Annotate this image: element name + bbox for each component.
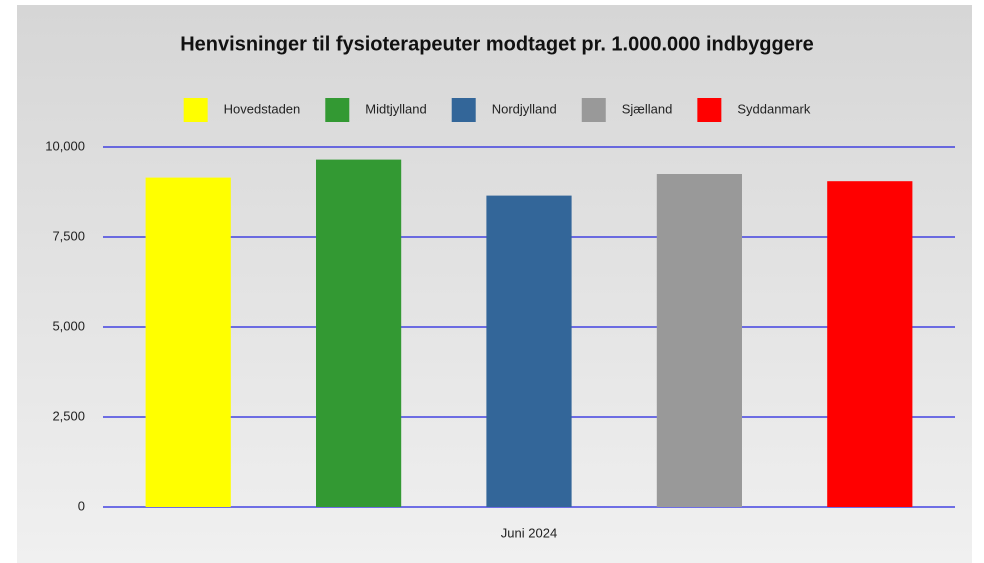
bar (827, 181, 913, 507)
chart-title: Henvisninger til fysioterapeuter modtage… (180, 33, 814, 55)
legend-label: Midtjylland (365, 101, 426, 116)
legend-label: Hovedstaden (224, 101, 301, 116)
y-tick-label: 0 (78, 498, 85, 513)
legend-label: Syddanmark (737, 101, 810, 116)
legend-swatch (581, 98, 606, 122)
bar (656, 174, 742, 507)
bar (316, 159, 402, 507)
x-tick-label: Juni 2024 (501, 525, 557, 540)
legend-label: Nordjylland (492, 101, 557, 116)
legend-swatch (325, 98, 350, 122)
y-tick-label: 7,500 (52, 228, 85, 243)
bar (145, 177, 231, 507)
legend-label: Sjælland (622, 101, 673, 116)
legend-swatch (697, 98, 722, 122)
legend-swatch (183, 98, 208, 122)
legend-swatch (451, 98, 476, 122)
y-tick-label: 5,000 (52, 318, 85, 333)
bar (486, 195, 572, 507)
y-tick-label: 2,500 (52, 408, 85, 423)
y-tick-label: 10,000 (45, 138, 85, 153)
